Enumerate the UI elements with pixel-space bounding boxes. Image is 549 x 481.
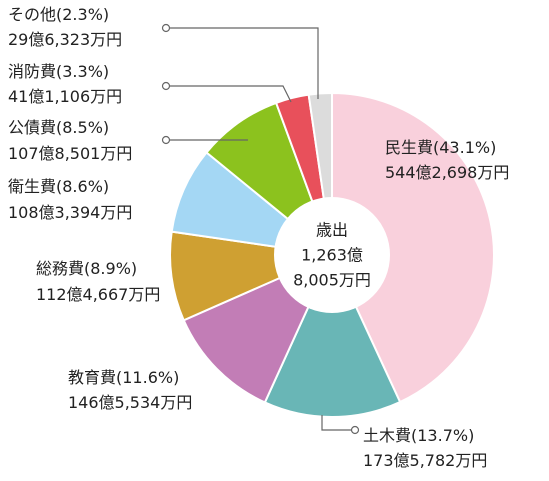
leader-dot-公債費 — [161, 135, 171, 145]
label-amount-公債費: 107億8,501万円 — [8, 144, 132, 163]
leader-dot-その他 — [161, 23, 171, 33]
leader-line-土木費 — [321, 415, 355, 431]
label-amount-消防費: 41億1,106万円 — [8, 87, 122, 106]
center-label-line: 歳出 — [316, 221, 348, 240]
label-amount-土木費: 173億5,782万円 — [363, 451, 487, 470]
center-hole — [274, 197, 390, 313]
label-percent-その他: その他(2.3%) — [8, 5, 109, 24]
label-amount-衛生費: 108億3,394万円 — [8, 203, 132, 222]
label-percent-総務費: 総務費(8.9%) — [36, 259, 137, 278]
slice-民生費 — [331, 91, 495, 404]
center-label-line: 8,005万円 — [293, 271, 371, 290]
label-amount-教育費: 146億5,534万円 — [68, 393, 192, 412]
label-percent-土木費: 土木費(13.7%) — [363, 426, 474, 445]
center-label-line: 1,263億 — [301, 246, 363, 265]
label-amount-その他: 29億6,323万円 — [8, 30, 122, 49]
label-percent-教育費: 教育費(11.6%) — [68, 368, 179, 387]
leader-lines-group — [161, 23, 360, 435]
leader-dot-土木費 — [350, 425, 360, 435]
label-percent-衛生費: 衛生費(8.6%) — [8, 177, 109, 196]
label-percent-公債費: 公債費(8.5%) — [8, 118, 109, 137]
label-amount-民生費: 544億2,698万円 — [385, 163, 509, 182]
center-label-group: 歳出 1,263億 8,005万円 — [293, 221, 371, 290]
label-percent-消防費: 消防費(3.3%) — [8, 62, 109, 81]
leader-line-その他 — [166, 27, 319, 99]
leader-dot-消防費 — [161, 81, 171, 91]
slice-土木費 — [263, 252, 402, 418]
label-percent-民生費: 民生費(43.1%) — [385, 138, 496, 157]
label-amount-総務費: 112億4,667万円 — [36, 285, 160, 304]
leader-line-消防費 — [166, 85, 292, 103]
